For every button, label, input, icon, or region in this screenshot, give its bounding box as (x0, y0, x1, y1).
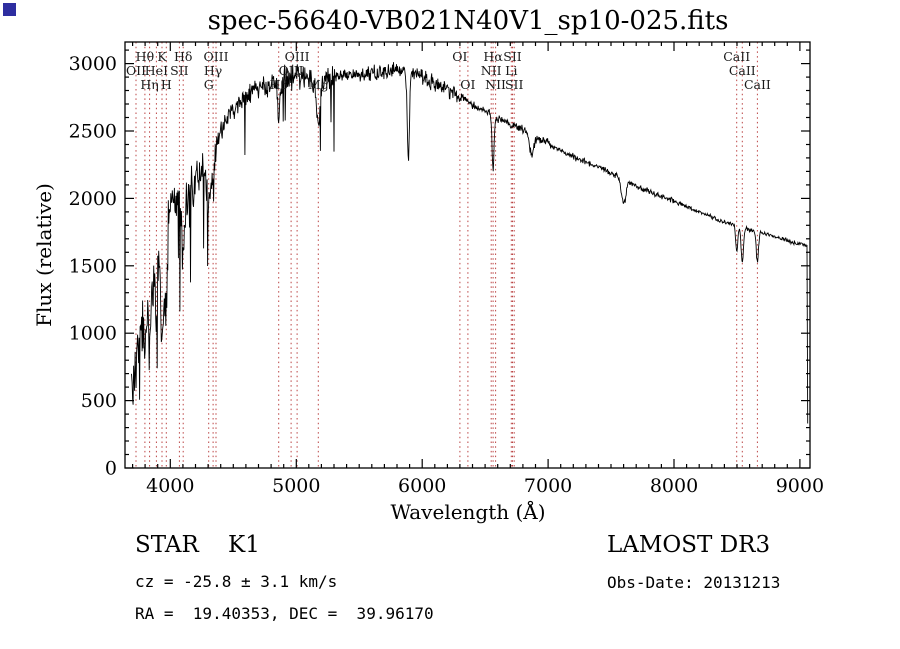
plot-title: spec-56640-VB021N40V1_sp10-025.fits (207, 6, 729, 36)
x-tick-label: 8000 (650, 475, 698, 497)
spectral-line-labels: OIIHθHηHeIKHSIIHδGHγOIIIHβOIIIOIIIMgOIOI… (126, 49, 771, 92)
line-label: Hδ (174, 49, 192, 64)
x-tick-label: 4000 (146, 475, 194, 497)
spectral-line-markers (135, 42, 758, 468)
window-corner-icon (3, 3, 16, 16)
x-tick-label: 5000 (272, 475, 320, 497)
plot-frame (124, 41, 811, 469)
object-class-text: STAR K1 (135, 532, 260, 558)
x-tick-label: 9000 (776, 475, 824, 497)
line-label: CaII (744, 77, 771, 92)
line-label: OIII (203, 49, 228, 64)
y-tick-label: 2000 (69, 188, 117, 210)
line-label: SII (170, 63, 189, 78)
line-label: K (157, 49, 167, 64)
x-tick-labels: 4000 5000 6000 7000 8000 9000 (146, 475, 824, 497)
line-label: Hα (483, 49, 503, 64)
line-label: OIII (285, 49, 310, 64)
x-axis-label: Wavelength (Å) (390, 500, 546, 524)
line-label: Hθ (136, 49, 154, 64)
x-tick-label: 7000 (524, 475, 572, 497)
y-axis-label: Flux (relative) (32, 183, 56, 327)
line-label: CaII (729, 63, 756, 78)
line-label: Mg (308, 77, 329, 92)
cz-velocity-text: cz = -25.8 ± 3.1 km/s (135, 572, 338, 591)
line-label: Hη (140, 77, 158, 92)
line-label: Hγ (204, 63, 222, 78)
line-label: SII (505, 77, 524, 92)
y-tick-label: 2500 (69, 121, 117, 143)
line-label: SII (503, 49, 522, 64)
y-tick-label: 0 (105, 458, 117, 480)
line-label: CaII (723, 49, 750, 64)
ra-dec-text: RA = 19.40353, DEC = 39.96170 (135, 604, 434, 623)
axis-ticks (125, 42, 810, 469)
line-label: OI (460, 77, 475, 92)
y-tick-label: 500 (81, 390, 117, 412)
line-label: OIII (279, 63, 304, 78)
y-tick-label: 1000 (69, 323, 117, 345)
y-tick-label: 3000 (69, 53, 117, 75)
y-tick-label: 1500 (69, 255, 117, 277)
line-label: NII (485, 77, 506, 92)
line-label: Li (505, 63, 517, 78)
survey-name-text: LAMOST DR3 (607, 532, 771, 558)
line-label: NII (481, 63, 502, 78)
line-label: Hβ (270, 77, 288, 92)
line-label: HeI (145, 63, 168, 78)
spectrum-trace (131, 62, 809, 424)
y-tick-labels: 0 500 1000 1500 2000 2500 3000 (69, 53, 117, 479)
line-label: H (161, 77, 172, 92)
x-tick-label: 6000 (398, 475, 446, 497)
line-label: OII (126, 63, 146, 78)
obs-date-text: Obs-Date: 20131213 (607, 573, 781, 592)
line-label: G (204, 77, 214, 92)
line-label: OI (452, 49, 467, 64)
